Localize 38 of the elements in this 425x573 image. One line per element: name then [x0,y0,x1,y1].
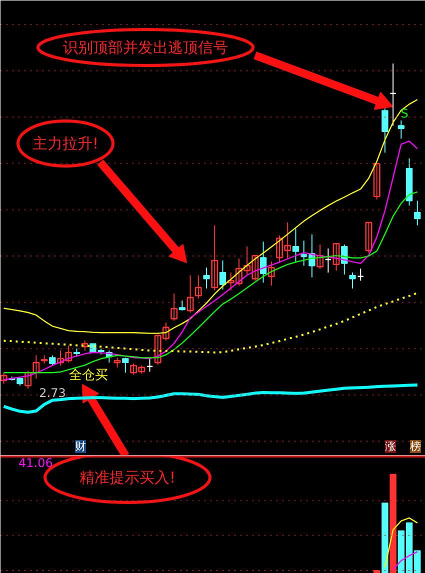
annotation: S [400,106,408,120]
candlestick [398,120,405,140]
annotation: 2.73 [39,386,66,400]
candlestick [219,260,226,290]
candlestick [114,357,121,368]
candlestick [373,163,380,200]
annotation: 精准提示买入! [79,468,176,486]
candlestick [260,241,267,284]
candlestick [203,267,210,289]
candlestick [81,340,88,352]
candlestick [211,224,218,291]
candlestick [178,300,186,312]
candlestick [268,260,275,286]
candlestick [365,222,372,254]
bar [373,570,380,573]
candlestick [0,372,8,384]
bar [382,502,388,573]
candlestick [170,293,178,322]
candlestick [122,357,129,374]
candlestick [24,370,32,390]
text: 涨 [385,440,396,453]
candlestick [414,200,421,226]
bar [390,474,396,573]
candlestick [194,274,202,300]
annotation: 主力拉升! [32,134,99,152]
candlestick [186,274,194,313]
candlestick [332,242,340,272]
candlestick [292,228,300,263]
candlestick [49,354,56,366]
candlestick [32,354,40,379]
text: 41.06 [18,456,53,470]
text: 财 [75,440,86,453]
annotation: 全仓买 [69,368,108,383]
candlestick [316,244,324,270]
candlestick [382,108,388,154]
text: 榜 [410,440,421,453]
text: 识别顶部并发出逃顶信号 [63,38,228,56]
candlestick [349,272,356,289]
